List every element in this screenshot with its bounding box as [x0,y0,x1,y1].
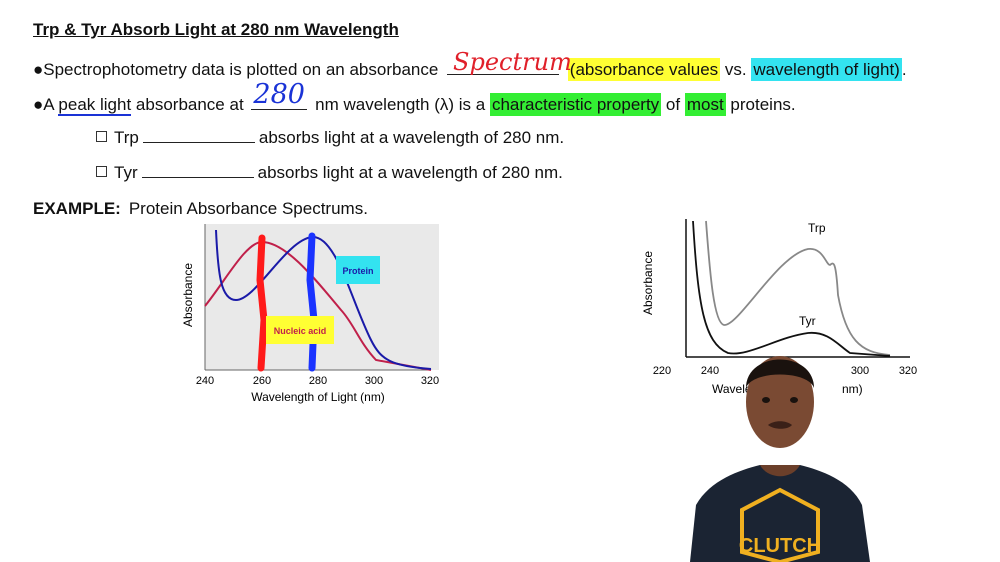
blank-spectrum: Spectrum [447,48,572,76]
clutch-logo-hexagon [740,487,820,562]
checkbox-tyr[interactable] [96,166,107,177]
handwritten-spectrum: Spectrum [453,48,572,76]
chart2-tick-300: 300 [851,365,869,377]
chart-protein-nucleic: Protein Nucleic acid 240 260 280 300 320… [181,224,439,404]
bullet1-prefix: ●Spectrophotometry data is plotted on an… [33,60,439,79]
series-nucleic-acid [204,240,432,371]
highlight-most: most [684,93,726,116]
tyr-label: Tyr [114,163,138,182]
presenter-neck [760,465,800,477]
series-tyr [692,220,891,357]
chart1-tick-320: 320 [421,375,439,387]
chart2-tick-220: 220 [653,365,671,377]
tyr-blank [141,177,254,178]
example-line: EXAMPLE: Protein Absorbance Spectrums. [33,199,368,219]
bullet2-absorbance-at: absorbance at [135,95,244,114]
chart-trp-tyr: Trp Tyr 220 240 300 320 Wavelen nm) Abso… [641,219,917,396]
chart1-ylabel: Absorbance [181,263,195,327]
bullet-peak: ●A peak light absorbance at 280 nm wavel… [33,79,796,116]
chart2-xlabel-right: nm) [842,382,863,396]
chart2-tick-240: 240 [701,365,719,377]
trp-rest: absorbs light at a wavelength of 280 nm. [258,128,565,147]
marker-280 [306,232,318,372]
presenter-eye-left [762,397,770,403]
trp-line: Trp absorbs light at a wavelength of 280 … [96,128,564,148]
bullet2-wavelength: nm wavelength (λ) is a [315,95,486,114]
marker-260 [256,234,268,372]
chart1-tick-300: 300 [365,375,383,387]
handwritten-280: 280 [253,79,305,110]
bullet2-a: ●A [33,95,54,114]
peak-light-underlined: peak light [58,95,132,116]
chart1-tick-280: 280 [309,375,327,387]
example-text: Protein Absorbance Spectrums. [128,199,368,218]
page-title: Trp & Tyr Absorb Light at 280 nm Wavelen… [33,20,399,39]
protein-label-bg [336,256,380,284]
chart2-tick-320: 320 [899,365,917,377]
chart1-xlabel: Wavelength of Light (nm) [251,390,385,404]
presenter-eye-right [790,397,798,403]
highlight-absorbance-values: (absorbance values [567,58,721,81]
presenter-hair [746,359,814,388]
presenter-mouth [768,421,792,429]
chart1-tick-240: 240 [196,375,214,387]
presenter-face [746,356,814,448]
nucleic-label: Nucleic acid [274,326,327,336]
tyr-curve-label: Tyr [799,314,816,328]
highlight-characteristic: characteristic property [489,93,662,116]
nucleic-label-bg [266,316,334,344]
trp-blank [142,142,255,143]
chart1-plot-bg [205,224,439,370]
bullet2-of: of [665,95,681,114]
tyr-rest: absorbs light at a wavelength of 280 nm. [257,163,563,182]
presenter-video: CLUTCH [690,356,870,562]
period: . [901,60,907,79]
trp-label: Trp [114,128,139,147]
tyr-line: Tyr absorbs light at a wavelength of 280 … [96,163,563,183]
example-label: EXAMPLE: [33,199,121,218]
bullet2-proteins: proteins. [730,95,796,114]
protein-label: Protein [342,266,373,276]
checkbox-trp[interactable] [96,131,107,142]
blank-280: 280 [251,79,308,110]
bullet-spectrum: ●Spectrophotometry data is plotted on an… [33,48,907,81]
trp-curve-label: Trp [808,221,826,235]
series-trp [705,220,891,356]
chart2-ylabel: Absorbance [641,251,655,315]
highlight-wavelength: wavelength of light) [751,58,902,81]
vs-text: vs. [724,60,747,79]
clutch-logo-text: CLUTCH [739,535,821,557]
presenter-shirt [690,465,870,562]
chart1-tick-260: 260 [253,375,271,387]
